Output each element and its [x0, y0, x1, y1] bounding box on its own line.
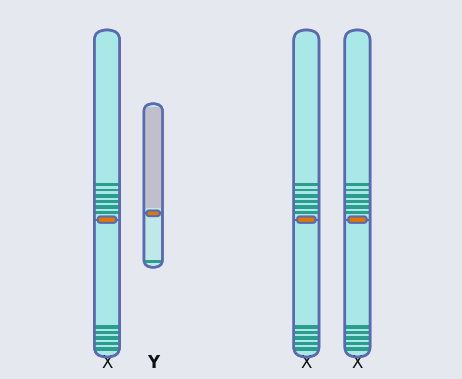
Bar — [144, 107, 163, 208]
Bar — [345, 336, 370, 340]
Bar — [94, 205, 120, 209]
Bar — [94, 331, 120, 334]
FancyBboxPatch shape — [98, 216, 116, 223]
Bar — [294, 200, 319, 203]
Bar — [94, 211, 120, 214]
Bar — [345, 205, 370, 209]
FancyBboxPatch shape — [294, 30, 319, 357]
FancyBboxPatch shape — [94, 30, 120, 357]
Text: X: X — [301, 354, 312, 372]
Bar — [144, 260, 163, 263]
Bar — [294, 342, 319, 345]
Bar — [294, 205, 319, 209]
Bar — [294, 211, 319, 214]
Bar — [94, 200, 120, 203]
Bar — [94, 183, 120, 186]
Bar — [294, 336, 319, 340]
Bar — [345, 331, 370, 334]
Bar — [294, 194, 319, 197]
Bar — [345, 188, 370, 191]
Bar — [294, 348, 319, 351]
FancyBboxPatch shape — [297, 216, 316, 223]
Bar — [345, 200, 370, 203]
Bar — [345, 194, 370, 197]
Bar — [294, 183, 319, 186]
Bar — [294, 188, 319, 191]
Bar — [345, 325, 370, 329]
Bar — [345, 348, 370, 351]
FancyBboxPatch shape — [348, 216, 366, 223]
Text: X: X — [352, 354, 363, 372]
Bar — [94, 194, 120, 197]
Bar — [94, 188, 120, 191]
Bar — [345, 183, 370, 186]
Bar — [345, 211, 370, 214]
FancyBboxPatch shape — [345, 30, 370, 357]
FancyBboxPatch shape — [144, 104, 163, 267]
Text: Y: Y — [147, 354, 159, 372]
FancyBboxPatch shape — [146, 210, 160, 216]
Bar — [94, 342, 120, 345]
Bar — [294, 325, 319, 329]
Text: X: X — [101, 354, 113, 372]
Bar — [345, 342, 370, 345]
Bar — [294, 331, 319, 334]
Bar — [94, 325, 120, 329]
Bar — [94, 336, 120, 340]
Bar — [94, 348, 120, 351]
